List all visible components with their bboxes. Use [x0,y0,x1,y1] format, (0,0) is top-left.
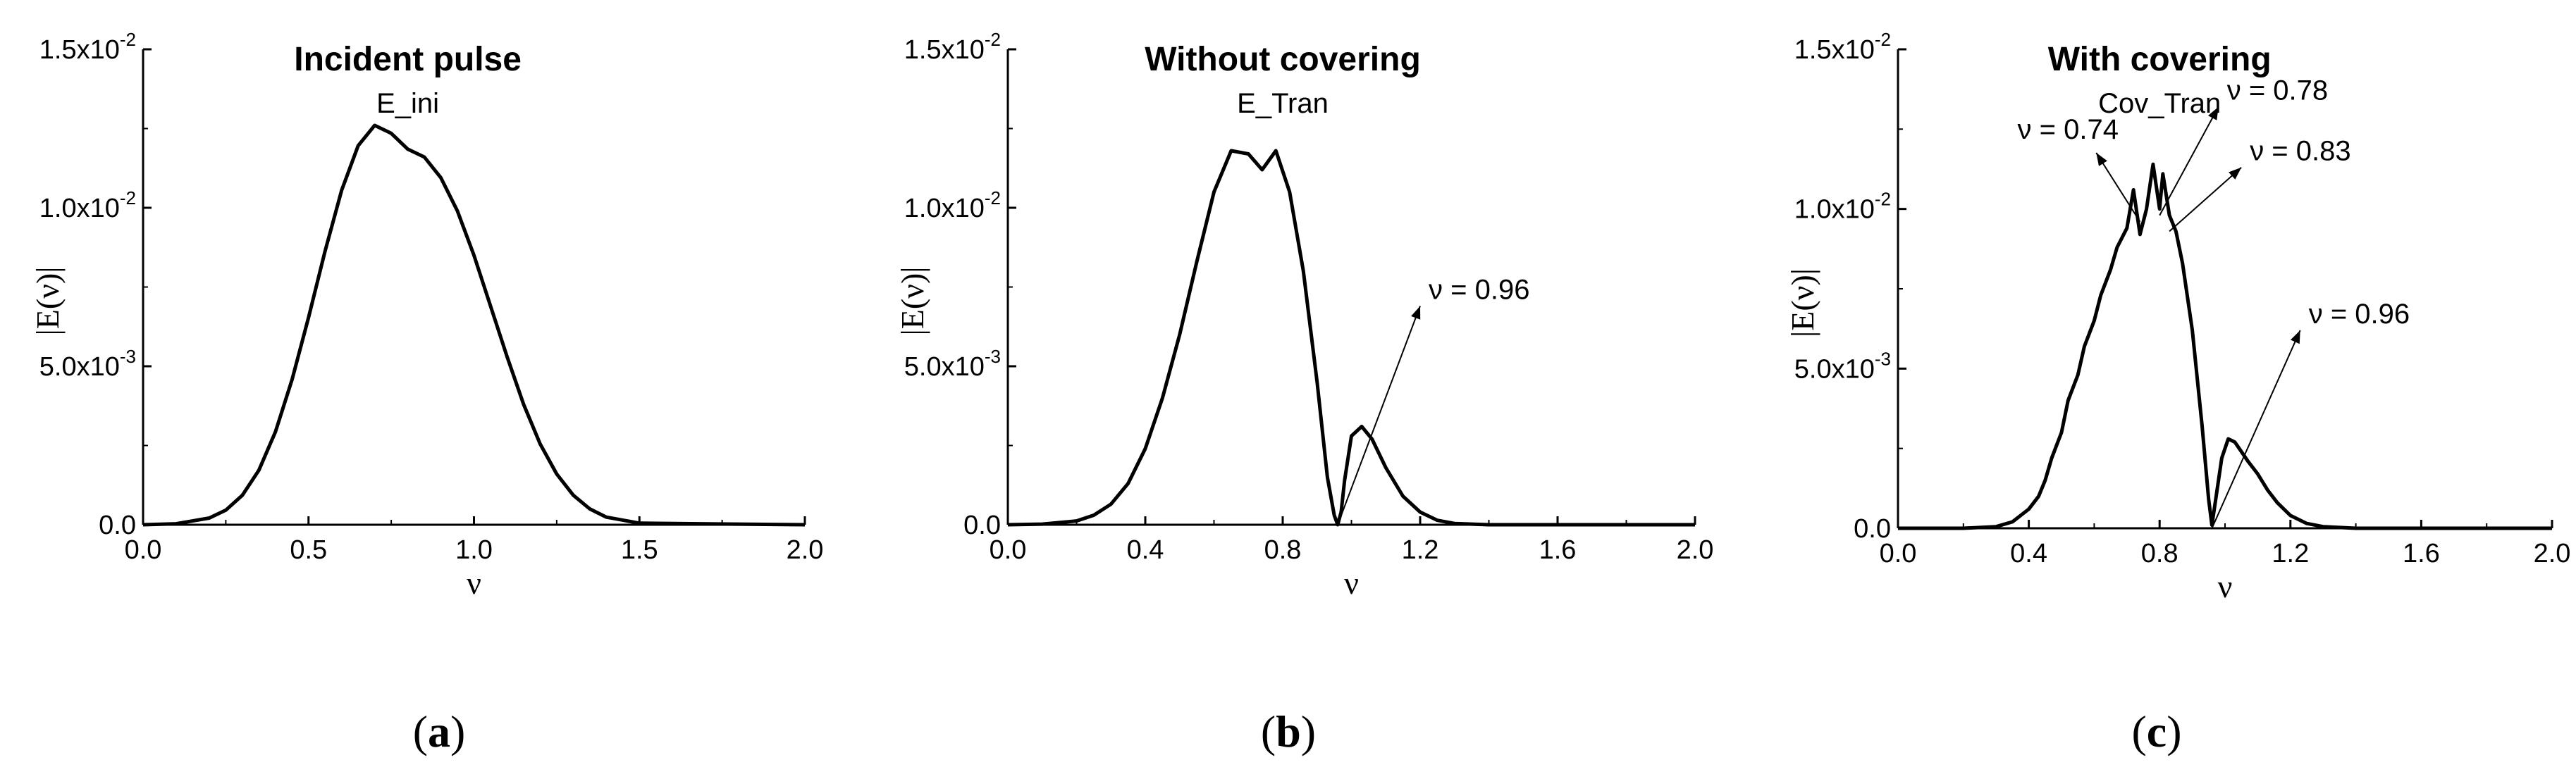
annotation-label: ν = 0.96 [2309,299,2410,330]
y-tick-label: 1.0x10-2 [904,187,1001,223]
chart-title: Without covering [1145,41,1421,78]
chart-title: Incident pulse [294,41,522,78]
y-tick-label: 5.0x10-3 [39,346,136,382]
annotation-arrow [2169,166,2242,232]
x-axis-label: ν [2218,568,2233,604]
x-axis-label: ν [467,565,481,601]
annotation: ν = 0.96 [1337,275,1529,525]
annotation-arrowhead [2207,106,2219,120]
caption-a: (a) [413,706,466,756]
x-tick-label: 1.2 [1402,535,1439,565]
annotation: ν = 0.78 [2159,75,2328,216]
series-legend-label: Cov_Tran [2098,88,2221,119]
x-tick-label: 2.0 [1677,535,1714,565]
x-tick-label: 0.0 [1880,539,1917,568]
annotation-arrowhead [2229,167,2242,180]
series-line [1007,149,1695,527]
x-tick-label: 1.6 [2403,539,2440,568]
annotation-arrowhead [2290,330,2300,344]
x-tick-label: 1.2 [2272,539,2309,568]
series-legend-label: E_ini [376,88,439,119]
x-tick-label: 0.8 [2141,539,2178,568]
caption-c: (c) [2131,706,2181,756]
x-tick-label: 0.4 [2010,539,2047,568]
annotation-label: ν = 0.78 [2227,75,2328,106]
y-tick-label: 1.0x10-2 [39,187,136,223]
y-axis-label: |E(ν)| [1785,268,1820,337]
x-tick-label: 0.4 [1127,535,1164,565]
annotation-label: ν = 0.74 [2018,114,2119,145]
annotation-arrowhead [2096,152,2107,166]
annotation: ν = 0.74 [2018,114,2141,223]
series-line [142,123,806,527]
annotation-arrow [2211,330,2301,529]
y-tick-label: 0.0 [1854,514,1891,544]
annotation-arrow [2095,152,2141,223]
panel-c: 0.0 0.4 0.8 1.2 1.6 2.0 0.0 5.0x10-3 1.0x10-2 1.5… [1785,29,2570,604]
series-legend-label: E_Tran [1237,88,1329,119]
y-tick-label: 5.0x10-3 [904,346,1001,382]
chart-title: With covering [2048,41,2272,78]
y-axis-label: |E(ν)| [894,267,930,336]
series-line [1898,162,2552,530]
panel-b: 0.0 0.4 0.8 1.2 1.6 2.0 0.0 5.0x10-3 1.0x10-2 1.5… [894,29,1713,601]
y-tick-label: 0.0 [99,511,136,540]
annotation: ν = 0.83 [2169,136,2351,232]
y-tick-label: 1.5x10-2 [1794,29,1891,65]
panel-a: 0.0 0.5 1.0 1.5 2.0 0.0 5.0x10-3 1.0x10-2 1.5x10… [30,29,823,601]
annotation-arrowhead [1411,306,1421,320]
x-tick-label: 1.6 [1539,535,1577,565]
caption-b: (b) [1261,706,1316,756]
x-tick-label: 1.5 [621,535,658,565]
annotation-label: ν = 0.83 [2250,136,2350,167]
y-tick-label: 1.5x10-2 [904,29,1001,65]
x-tick-label: 0.0 [125,535,162,565]
x-tick-label: 0.5 [290,535,327,565]
annotation: ν = 0.96 [2211,299,2410,529]
annotation-label: ν = 0.96 [1429,275,1529,306]
annotation-arrow [1337,306,1421,525]
y-tick-label: 5.0x10-3 [1794,348,1891,384]
x-tick-label: 1.0 [455,535,493,565]
y-axis-label: |E(ν)| [30,267,66,336]
x-tick-label: 2.0 [2534,539,2571,568]
x-axis-label: ν [1344,565,1359,601]
annotation-arrow [2159,106,2219,216]
y-tick-label: 1.0x10-2 [1794,189,1891,225]
x-tick-label: 2.0 [787,535,824,565]
y-tick-label: 1.5x10-2 [39,29,136,65]
y-tick-label: 0.0 [963,511,1001,540]
x-tick-label: 0.0 [990,535,1027,565]
x-tick-label: 0.8 [1264,535,1302,565]
